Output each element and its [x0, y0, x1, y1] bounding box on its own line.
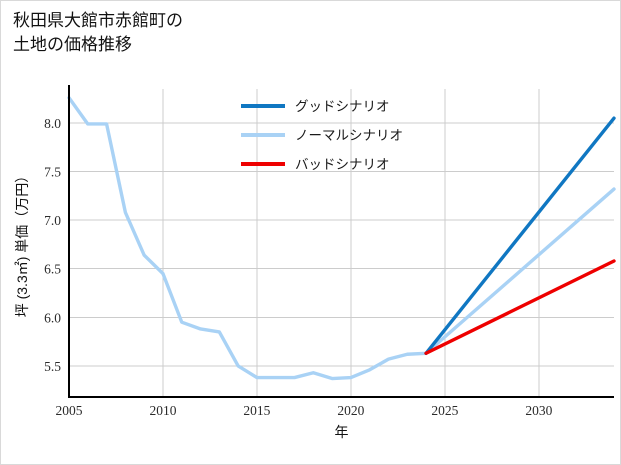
legend-label: グッドシナリオ [295, 99, 390, 114]
x-axis-title: 年 [335, 424, 349, 440]
x-tick-label: 2005 [56, 403, 83, 418]
x-tick-label: 2010 [149, 403, 176, 418]
series-line [67, 96, 616, 381]
y-tick-label: 7.0 [44, 213, 61, 228]
axis-layer [68, 85, 614, 398]
y-axis-title: 坪 (3.3㎡) 単価（万円） [14, 169, 30, 318]
x-tick-label: 2025 [431, 403, 458, 418]
series-line [424, 259, 616, 355]
tick-label-layer: 5.5 6.0 6.5 7.0 7.5 8.0 2005 2010 2015 2020 2025 20… [44, 116, 552, 418]
x-tick-label: 2015 [243, 403, 270, 418]
y-tick-label: 6.5 [44, 262, 61, 277]
x-tick-label: 2030 [525, 403, 552, 418]
y-tick-label: 7.5 [44, 165, 61, 180]
series-layer [67, 96, 616, 381]
x-tick-label: 2020 [337, 403, 364, 418]
page-title: 秋田県大館市赤館町の 土地の価格推移 [13, 11, 183, 55]
axis-title-layer: 年 坪 (3.3㎡) 単価（万円） [14, 169, 349, 440]
legend-label: ノーマルシナリオ [295, 128, 403, 143]
y-tick-label: 5.5 [44, 359, 61, 374]
series-line [424, 116, 616, 355]
y-tick-label: 8.0 [44, 116, 61, 131]
y-tick-label: 6.0 [44, 310, 61, 325]
legend-label: バッドシナリオ [295, 157, 390, 172]
